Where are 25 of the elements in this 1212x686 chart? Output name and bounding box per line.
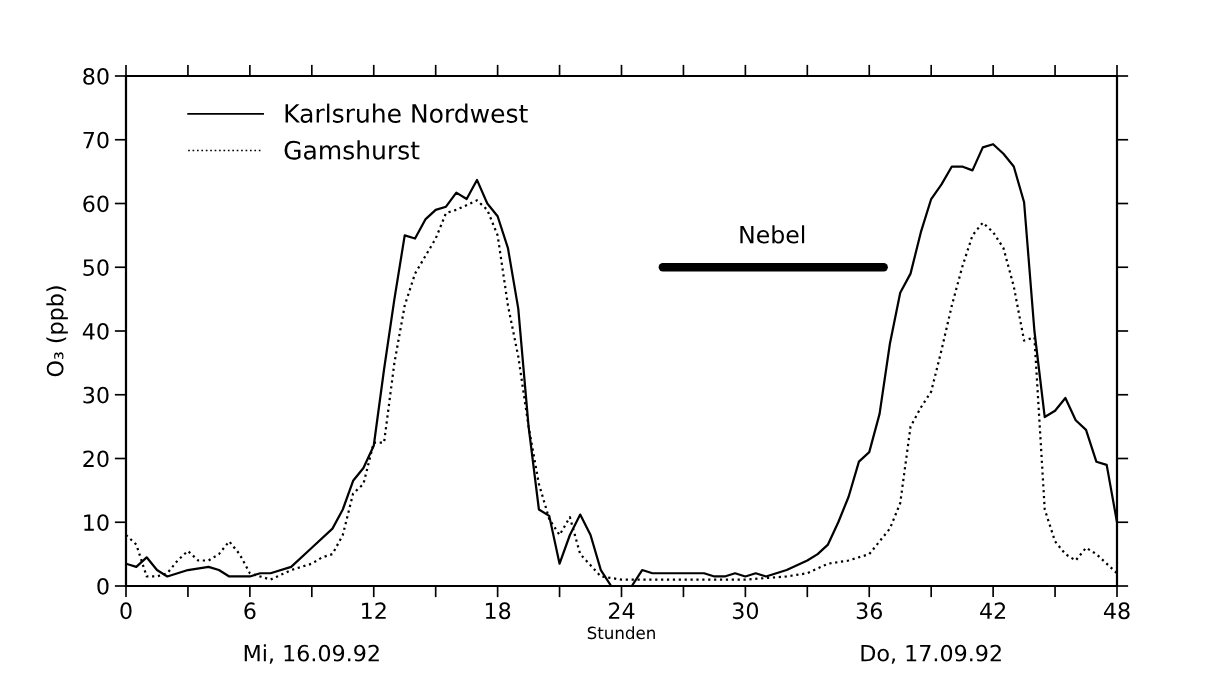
- x-tick-label: 0: [120, 602, 132, 620]
- x-tick-label: 6: [244, 602, 256, 620]
- text: Mi, 16.09.92: [244, 644, 379, 664]
- y-tick-label: 60: [83, 195, 109, 213]
- legend-label: Gamshurst: [284, 140, 420, 160]
- x-tick-label: 30: [732, 602, 759, 620]
- annotation: Nebel: [740, 225, 805, 244]
- text: Do, 17.09.92: [861, 644, 1001, 664]
- y-tick-label: 80: [83, 67, 109, 85]
- x-axis-title: Stunden: [587, 626, 655, 640]
- y-tick-label: 10: [84, 514, 109, 532]
- x-tick-label: 24: [608, 602, 635, 619]
- y-axis-title: O₃ (ppb): [46, 286, 68, 377]
- y-tick-label: 40: [82, 322, 109, 340]
- y-tick-label: 0: [97, 577, 109, 595]
- y-tick-label: 20: [83, 450, 109, 468]
- x-tick-label: 12: [362, 602, 386, 619]
- legend-label: Karlsruhe Nordwest: [285, 103, 528, 123]
- y-tick-label: 70: [83, 131, 109, 149]
- x-tick-label: 18: [485, 602, 511, 620]
- x-tick-label: 42: [980, 602, 1006, 619]
- x-tick-label: 48: [1103, 602, 1130, 620]
- y-tick-label: 30: [83, 386, 109, 404]
- y-tick-label: 50: [83, 259, 109, 277]
- x-tick-label: 36: [856, 602, 882, 620]
